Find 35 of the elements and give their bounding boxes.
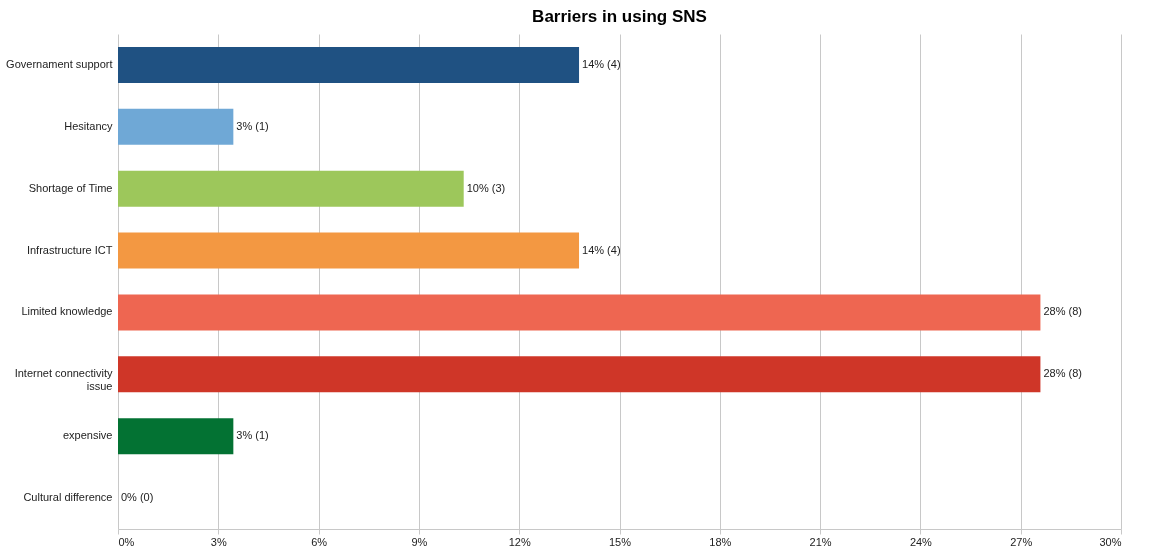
data-label: 0% (0) — [121, 491, 154, 504]
x-tick-label: 27% — [1010, 535, 1033, 546]
x-tick-label: 18% — [709, 535, 732, 546]
x-tick-label: 24% — [909, 535, 933, 546]
data-label: 14% (4) — [582, 57, 621, 70]
data-label: 28% (8) — [1043, 367, 1082, 380]
bar — [118, 46, 580, 83]
x-tick-label: 0% — [118, 535, 135, 546]
y-tick-label: Limited knowledge — [21, 305, 113, 318]
bar — [118, 170, 464, 207]
x-tick-label: 12% — [508, 535, 531, 546]
bar — [118, 108, 234, 145]
x-tick-label: 15% — [608, 535, 632, 546]
data-label: 28% (8) — [1043, 305, 1082, 318]
y-tick-label: Hesitancy — [64, 119, 113, 132]
x-tick-label: 6% — [311, 535, 328, 546]
x-tick-label: 9% — [411, 535, 428, 546]
y-tick-label: Governament support — [6, 57, 113, 70]
bar — [118, 356, 1041, 393]
y-tick-label: Shortage of Time — [28, 181, 113, 194]
data-label: 3% (1) — [236, 429, 269, 442]
data-label: 10% (3) — [466, 181, 506, 194]
data-label: 3% (1) — [236, 119, 269, 132]
bar — [118, 294, 1041, 331]
y-tick-label: Infrastructure ICT — [26, 243, 113, 256]
bar — [118, 232, 580, 269]
chart-title: Barriers in using SNS — [532, 7, 707, 26]
data-label: 14% (4) — [582, 243, 621, 256]
y-tick-label: Cultural difference — [23, 491, 113, 504]
x-tick-label: 3% — [210, 535, 227, 546]
y-tick-label: Internet connectivity issue — [14, 367, 113, 393]
x-tick-label: 21% — [809, 535, 832, 546]
x-tick-label: 30% — [1099, 535, 1122, 546]
bar — [118, 418, 234, 455]
y-tick-label: expensive — [62, 429, 113, 442]
